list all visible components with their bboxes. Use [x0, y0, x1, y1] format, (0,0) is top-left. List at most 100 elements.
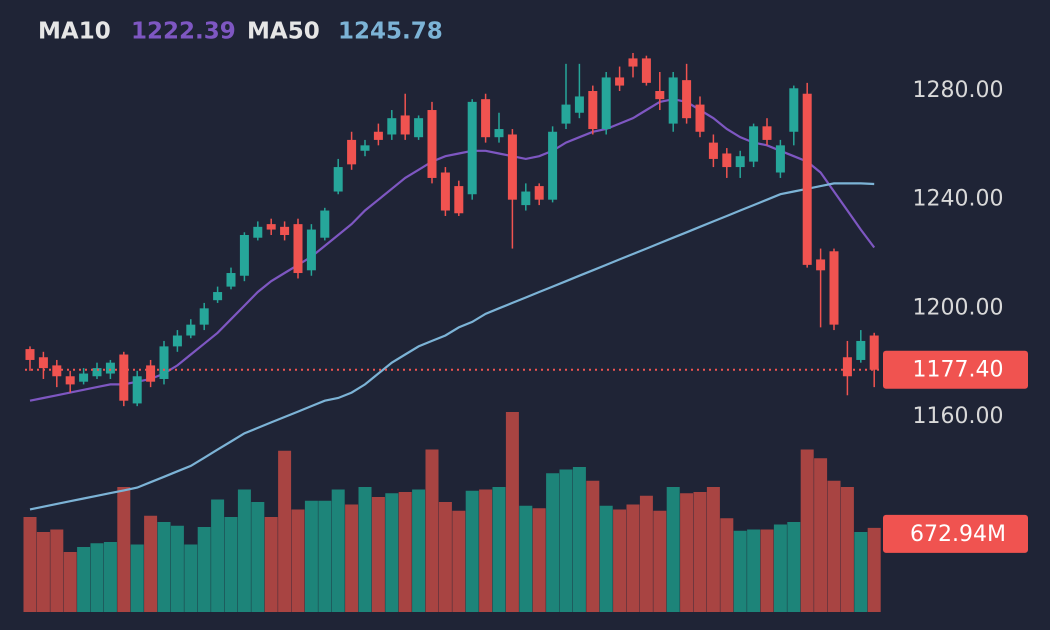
candle-body: [521, 191, 531, 206]
candle-body: [79, 373, 89, 382]
volume-bar: [613, 509, 627, 612]
current-volume-box: [883, 514, 1028, 553]
candle-body: [708, 142, 718, 159]
candle-body: [92, 368, 102, 377]
volume-bar: [760, 529, 774, 612]
candle-body: [749, 126, 759, 162]
volume-bar: [626, 504, 640, 612]
volume-bar: [639, 495, 653, 612]
candle-body: [213, 292, 223, 301]
volume-bar: [546, 473, 560, 612]
candle-body: [146, 365, 156, 382]
volume-bar: [438, 502, 452, 612]
volume-bar: [130, 544, 144, 612]
volume-bar: [519, 505, 533, 612]
volume-bar: [63, 552, 77, 612]
candle-body: [159, 346, 169, 379]
volume-bar: [197, 527, 211, 612]
candle-body: [293, 224, 303, 274]
volume-bar: [90, 543, 104, 612]
candle-body: [695, 104, 705, 132]
volume-bar: [385, 493, 399, 612]
candle-body: [856, 340, 866, 360]
candle-body: [481, 99, 491, 138]
candle-body: [655, 91, 665, 100]
volume-bar: [559, 469, 573, 612]
volume-bar: [345, 504, 359, 612]
candle-body: [347, 139, 357, 165]
volume-bar: [492, 487, 506, 612]
candle-body: [400, 115, 410, 135]
volume-bar: [425, 449, 439, 612]
volume-bar: [773, 524, 787, 612]
volume-bar: [680, 493, 694, 612]
candle-body: [574, 96, 584, 113]
candle-body: [266, 224, 276, 230]
volume-bar: [706, 487, 720, 612]
candle-body: [722, 153, 732, 168]
volume-bar: [157, 522, 171, 612]
volume-bar: [358, 487, 372, 612]
candle-body: [842, 357, 852, 377]
volume-bar: [211, 499, 225, 612]
volume-bar: [144, 515, 158, 612]
candle-body: [494, 129, 504, 138]
candle-body: [641, 58, 651, 83]
candle-body: [775, 145, 785, 173]
candle-body: [373, 131, 383, 140]
volume-bar: [867, 527, 881, 612]
candle-body: [735, 156, 745, 168]
candle-body: [816, 259, 826, 271]
candle-body: [628, 58, 638, 67]
volume-bar: [505, 412, 519, 612]
candle-body: [239, 234, 249, 276]
volume-bar: [840, 487, 854, 612]
volume-bar: [77, 547, 91, 612]
volume-bar: [693, 492, 707, 612]
candle-body: [762, 126, 772, 140]
volume-bar: [278, 450, 292, 612]
candle-body: [226, 273, 236, 287]
candle-body: [387, 118, 397, 135]
volume-bar: [371, 497, 385, 612]
candle-body: [507, 134, 517, 200]
candle-body: [306, 229, 316, 271]
candle-body: [38, 357, 48, 369]
volume-bar: [304, 500, 318, 612]
candle-body: [588, 91, 598, 130]
volume-bar: [854, 532, 868, 612]
volume-bar: [291, 509, 305, 612]
y-tick-label: 1160.00: [913, 404, 1004, 429]
candle-body: [802, 93, 812, 265]
volume-bar: [787, 522, 801, 612]
candle-body: [25, 349, 35, 360]
candle-body: [119, 354, 129, 401]
current-price-box: [883, 350, 1028, 389]
volume-bar: [23, 517, 37, 612]
volume-bar: [184, 544, 198, 612]
current-volume-label: 672.94M: [910, 522, 1006, 547]
candle-body: [427, 110, 437, 178]
candle-body: [789, 88, 799, 132]
volume-bar: [170, 525, 184, 612]
candle-body: [360, 145, 370, 151]
legend-ma50-value: 1245.78: [338, 19, 443, 45]
legend-ma10: MA10: [38, 19, 111, 45]
volume-bar: [733, 530, 747, 612]
candle-body: [440, 172, 450, 211]
candle-body: [253, 226, 263, 238]
candle-body: [615, 77, 625, 86]
volume-bar: [572, 467, 586, 612]
candle-body: [199, 308, 209, 325]
volume-bar: [318, 500, 332, 612]
candle-body: [52, 365, 62, 377]
volume-bar: [331, 489, 345, 612]
ma-line: [29, 182, 875, 511]
legend-ma10-value: 1222.39: [131, 19, 236, 45]
volume-bar: [50, 529, 64, 612]
legend-ma50: MA50: [247, 19, 320, 45]
candle-body: [280, 226, 290, 235]
volume-bar: [465, 490, 479, 612]
volume-bar: [398, 492, 412, 612]
